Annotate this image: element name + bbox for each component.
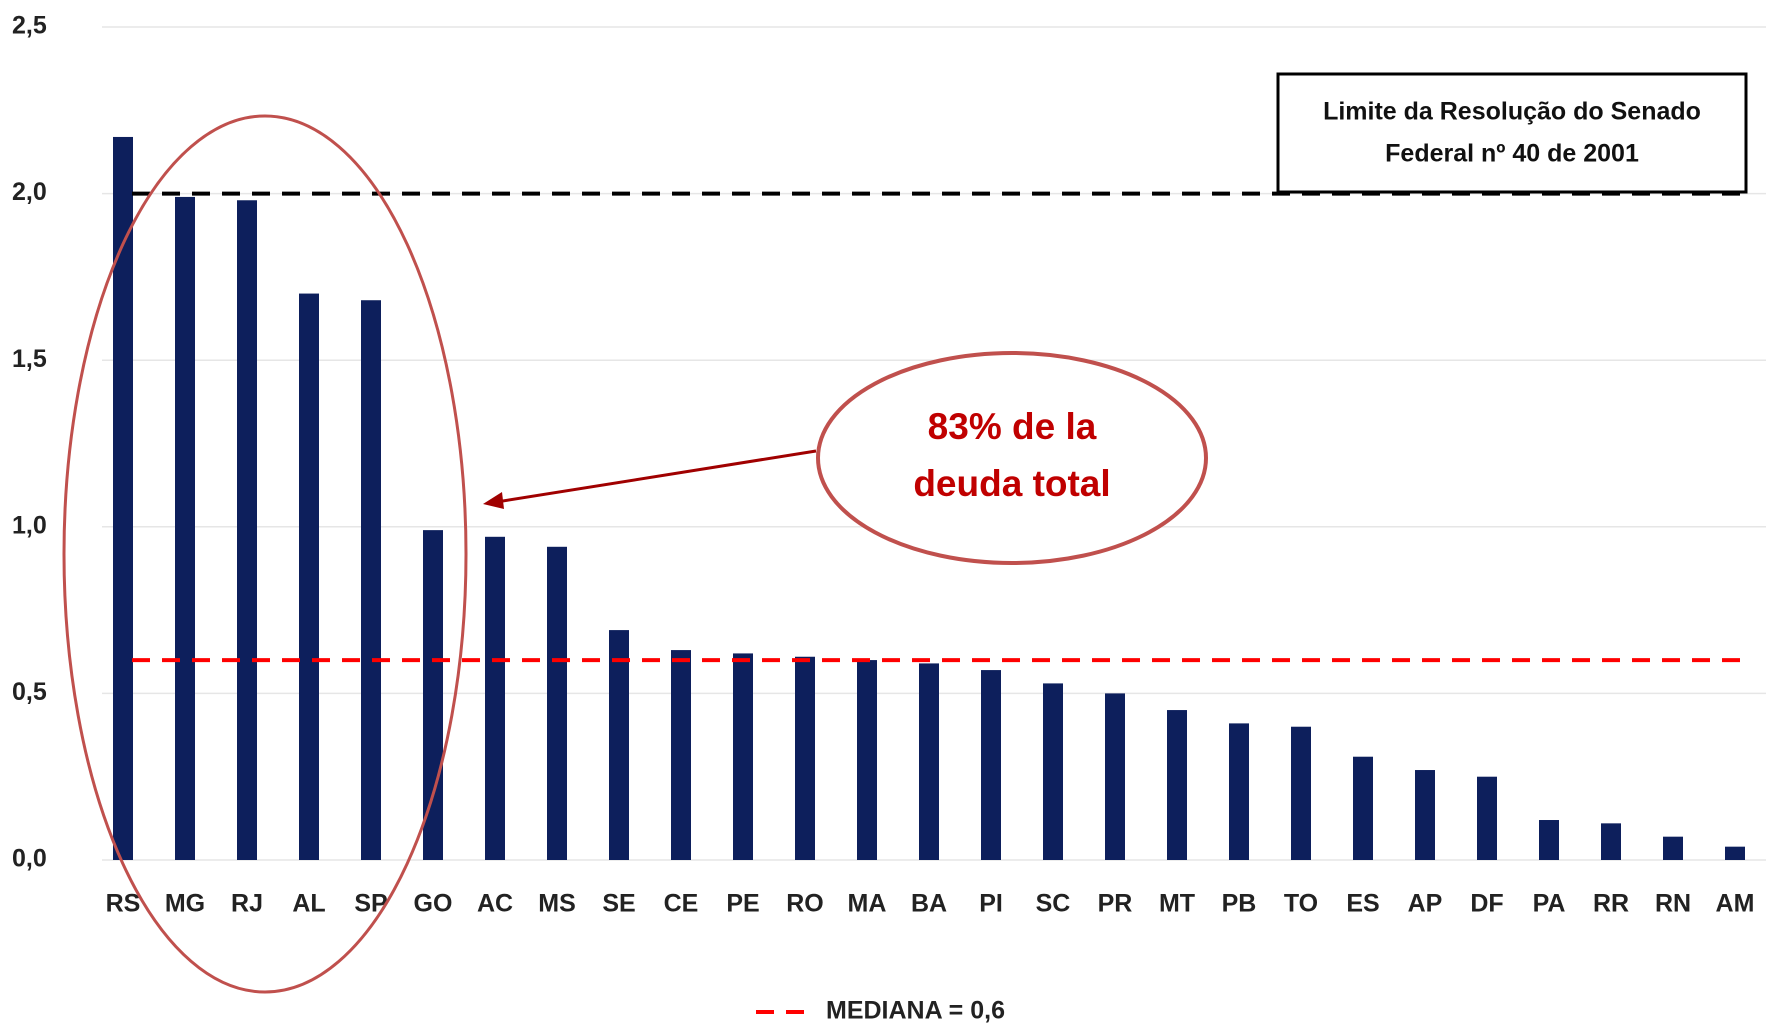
y-tick-label: 0,0 <box>12 845 47 873</box>
bar <box>795 656 815 860</box>
bar <box>1043 683 1063 860</box>
x-tick-label: PB <box>1222 890 1257 918</box>
bar <box>299 293 319 860</box>
x-tick-label: ES <box>1346 890 1379 918</box>
bar <box>1415 770 1435 860</box>
bar <box>1229 723 1249 860</box>
bar <box>1291 726 1311 860</box>
x-tick-label: PA <box>1533 890 1566 918</box>
y-tick-label: 1,0 <box>12 511 47 539</box>
x-tick-label: DF <box>1470 890 1503 918</box>
callout-text: 83% de la <box>928 406 1097 447</box>
x-tick-label: TO <box>1284 890 1318 918</box>
x-tick-label: RO <box>786 890 824 918</box>
bar <box>981 670 1001 860</box>
x-tick-label: SP <box>354 890 387 918</box>
bar <box>1601 823 1621 860</box>
y-tick-label: 2,5 <box>12 12 47 40</box>
x-tick-label: AC <box>477 890 513 918</box>
bar <box>1725 846 1745 860</box>
limit-text: Limite da Resolução do Senado <box>1323 98 1701 126</box>
callout-ellipse <box>816 351 1208 565</box>
bar <box>919 663 939 860</box>
y-tick-label: 0,5 <box>12 678 47 706</box>
y-tick-label: 1,5 <box>12 345 47 373</box>
y-tick-label: 2,0 <box>12 178 47 206</box>
x-tick-label: PR <box>1098 890 1133 918</box>
x-tick-label: RS <box>106 890 141 918</box>
callout-arrow <box>489 449 817 505</box>
callout-text: deuda total <box>913 463 1110 504</box>
x-tick-label: BA <box>911 890 947 918</box>
x-tick-label: PI <box>979 890 1003 918</box>
bar <box>1477 776 1497 860</box>
x-tick-label: MG <box>165 890 205 918</box>
bar <box>547 546 567 860</box>
x-tick-label: MS <box>538 890 576 918</box>
bar <box>175 196 195 860</box>
x-tick-label: MT <box>1159 890 1195 918</box>
x-tick-label: AM <box>1716 890 1755 918</box>
x-tick-label: PE <box>726 890 759 918</box>
bar <box>857 660 877 860</box>
bar <box>1353 756 1373 860</box>
x-tick-label: RN <box>1655 890 1691 918</box>
bar <box>237 200 257 860</box>
bar <box>485 536 505 860</box>
bar <box>609 630 629 860</box>
bar <box>113 136 133 860</box>
bar <box>733 653 753 860</box>
bar <box>1167 710 1187 860</box>
bar <box>423 530 443 860</box>
legend-label: MEDIANA = 0,6 <box>826 997 1005 1025</box>
limit-text: Federal nº 40 de 2001 <box>1385 140 1639 168</box>
bar <box>1663 836 1683 860</box>
highlight-ellipse <box>62 114 468 994</box>
x-tick-label: CE <box>664 890 699 918</box>
x-tick-label: MA <box>848 890 887 918</box>
x-tick-label: SE <box>602 890 635 918</box>
x-tick-label: SC <box>1036 890 1071 918</box>
bar <box>1105 693 1125 860</box>
x-tick-label: RR <box>1593 890 1629 918</box>
bar <box>671 650 691 860</box>
x-tick-label: AP <box>1408 890 1443 918</box>
x-tick-label: AL <box>292 890 325 918</box>
limit-box <box>1276 72 1748 194</box>
x-tick-label: GO <box>414 890 453 918</box>
bar <box>1539 820 1559 860</box>
bar <box>361 300 381 860</box>
arrow-head <box>483 492 504 509</box>
x-tick-label: RJ <box>231 890 263 918</box>
